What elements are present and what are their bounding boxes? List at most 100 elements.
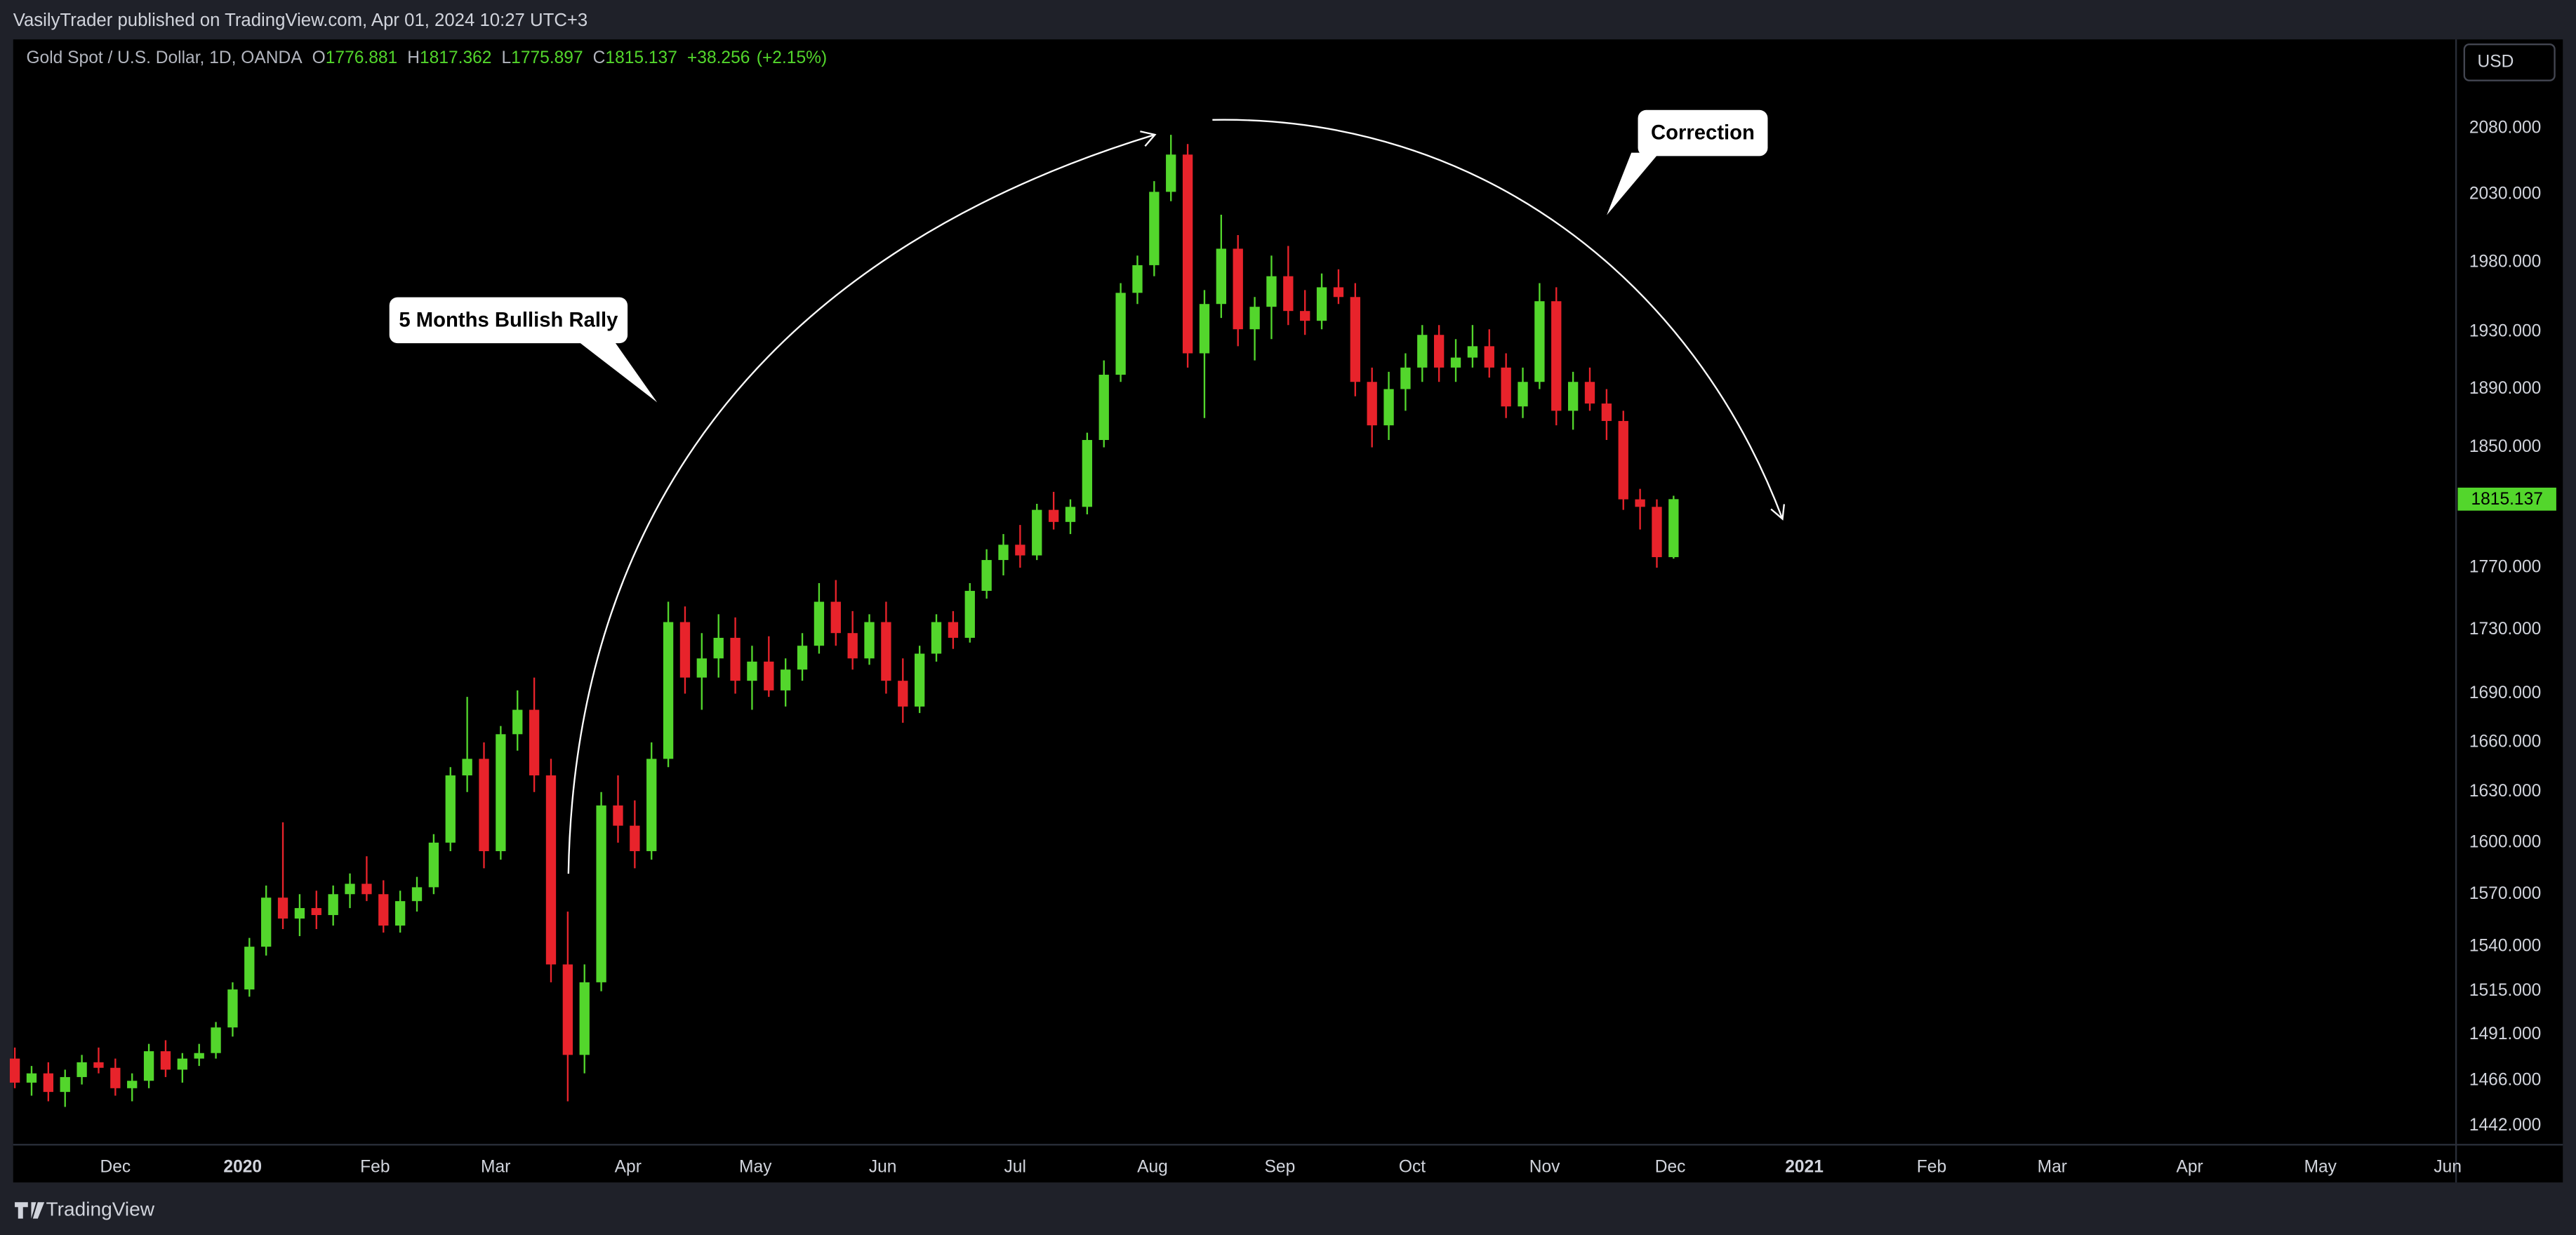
currency-label[interactable]: USD bbox=[2478, 52, 2514, 71]
x-tick-label: Nov bbox=[1529, 1158, 1560, 1177]
candle-body bbox=[562, 964, 573, 1055]
x-tick-label: Oct bbox=[1399, 1158, 1426, 1177]
candle-body bbox=[328, 894, 338, 916]
candle-body bbox=[1551, 301, 1562, 411]
x-tick-label: Apr bbox=[615, 1158, 642, 1177]
candle-body bbox=[579, 982, 590, 1055]
candle-body bbox=[428, 842, 439, 888]
candle-body bbox=[479, 759, 489, 851]
candle-body bbox=[881, 622, 891, 681]
candle-body bbox=[814, 601, 825, 646]
x-tick-label: May bbox=[739, 1158, 772, 1177]
candle-body bbox=[43, 1073, 54, 1093]
candle-body bbox=[1015, 545, 1025, 556]
y-tick-label: 1770.000 bbox=[2469, 558, 2541, 577]
candle-body bbox=[1367, 382, 1377, 426]
candle-body bbox=[345, 883, 355, 895]
last-price-label: 1815.137 bbox=[2471, 490, 2542, 509]
arrow-head bbox=[1770, 504, 1786, 521]
candle-body bbox=[227, 989, 238, 1028]
candle-body bbox=[194, 1053, 204, 1059]
candle-body bbox=[781, 669, 791, 690]
candle-body bbox=[1383, 389, 1394, 426]
candle-body bbox=[1400, 367, 1411, 389]
candle-body bbox=[127, 1081, 138, 1088]
candle-body bbox=[1065, 507, 1076, 522]
candle-body bbox=[512, 709, 523, 735]
x-tick-label: Sep bbox=[1265, 1158, 1296, 1177]
ohlc-letter: O bbox=[312, 49, 326, 68]
correction-arc bbox=[1212, 119, 1784, 519]
candle-body bbox=[411, 887, 423, 902]
candle-body bbox=[1484, 346, 1494, 368]
candle-body bbox=[93, 1062, 104, 1068]
last-price-badge bbox=[2457, 487, 2556, 511]
candle-body bbox=[898, 681, 908, 707]
candle-body bbox=[1333, 287, 1344, 298]
candle-body bbox=[1652, 507, 1662, 557]
candle-body bbox=[1132, 265, 1143, 293]
candle-body bbox=[211, 1027, 221, 1053]
candle-body bbox=[1668, 499, 1679, 557]
chart-panel bbox=[13, 39, 2563, 1183]
candle-body bbox=[445, 775, 456, 843]
candle-body bbox=[1433, 335, 1445, 368]
candle-body bbox=[1350, 297, 1360, 382]
candle-body bbox=[730, 637, 741, 681]
candle-body bbox=[847, 633, 858, 659]
y-tick-label: 1730.000 bbox=[2469, 620, 2541, 639]
candle-body bbox=[311, 908, 321, 916]
x-tick-label: Jun bbox=[869, 1158, 897, 1177]
candle-body bbox=[630, 825, 640, 851]
candle-body bbox=[1518, 382, 1528, 407]
symbol-title: Gold Spot / U.S. Dollar, 1D, OANDA bbox=[26, 49, 303, 68]
candle-body bbox=[545, 775, 557, 965]
candle-body bbox=[361, 883, 372, 895]
candle-body bbox=[764, 661, 774, 690]
candle-body bbox=[1467, 346, 1478, 358]
candle-body bbox=[1098, 375, 1109, 441]
candle-body bbox=[747, 661, 757, 681]
candle-body bbox=[1300, 311, 1310, 321]
candle-body bbox=[1182, 154, 1193, 354]
y-tick-label: 1570.000 bbox=[2469, 884, 2541, 903]
y-tick-label: 2080.000 bbox=[2469, 118, 2541, 137]
candle-body bbox=[1149, 192, 1160, 265]
candle-body bbox=[26, 1073, 37, 1083]
callout-text: Correction bbox=[1651, 121, 1755, 144]
x-tick-label: 2021 bbox=[1785, 1158, 1824, 1177]
candle-body bbox=[830, 601, 841, 634]
candle-body bbox=[1032, 509, 1042, 556]
x-tick-label: Jul bbox=[1004, 1158, 1026, 1177]
candle-body bbox=[462, 759, 472, 776]
ohlc-letter: L bbox=[502, 49, 512, 68]
y-tick-label: 1515.000 bbox=[2469, 981, 2541, 1000]
y-tick-label: 1660.000 bbox=[2469, 732, 2541, 751]
brand-logo bbox=[15, 1202, 45, 1219]
x-tick-label: Dec bbox=[100, 1158, 131, 1177]
candle-body bbox=[964, 591, 975, 638]
y-tick-label: 1930.000 bbox=[2469, 322, 2541, 341]
candle-body bbox=[613, 805, 623, 826]
candle-body bbox=[1082, 440, 1093, 507]
y-tick-label: 2030.000 bbox=[2469, 185, 2541, 203]
ohlc-letter: H bbox=[407, 49, 420, 68]
y-tick-label: 1491.000 bbox=[2469, 1024, 2541, 1043]
candle-body bbox=[1283, 276, 1294, 312]
published-note: VasilyTrader published on TradingView.co… bbox=[13, 11, 588, 30]
candle-body bbox=[1115, 293, 1126, 375]
ohlc-value: 1775.897 bbox=[511, 49, 583, 68]
candle-body bbox=[9, 1058, 20, 1083]
candle-body bbox=[864, 622, 875, 659]
x-tick-label: 2020 bbox=[223, 1158, 262, 1177]
candle-body bbox=[1048, 509, 1059, 522]
candle-body bbox=[160, 1051, 171, 1070]
currency-button[interactable] bbox=[2463, 44, 2556, 81]
candle-body bbox=[1166, 154, 1176, 192]
ohlc-letter: C bbox=[593, 49, 606, 68]
candle-body bbox=[679, 622, 691, 678]
x-tick-label: Aug bbox=[1137, 1158, 1168, 1177]
brand-name: TradingView bbox=[46, 1198, 155, 1220]
candle-body bbox=[1635, 499, 1645, 507]
